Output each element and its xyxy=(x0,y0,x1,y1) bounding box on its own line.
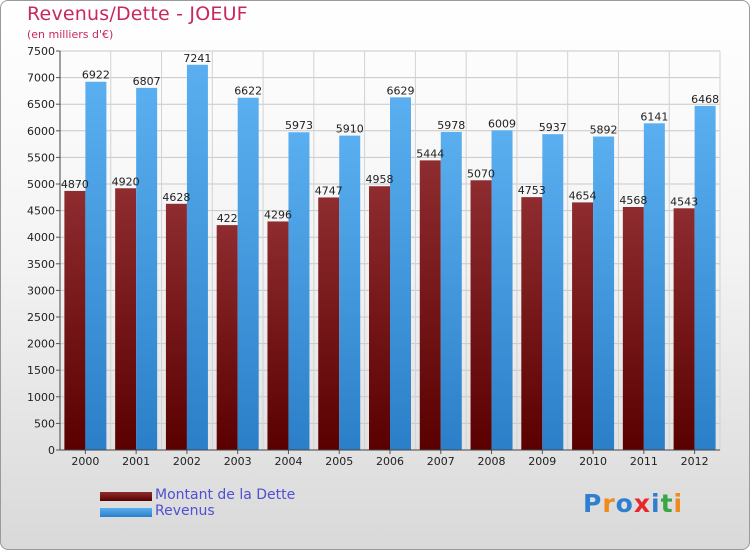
data-label-revenue: 6807 xyxy=(133,75,161,88)
y-tick-label: 0 xyxy=(48,444,55,457)
x-tick-label: 2006 xyxy=(376,455,404,468)
y-tick-label: 5000 xyxy=(27,178,55,191)
bar-debt xyxy=(165,203,187,450)
y-tick-label: 5500 xyxy=(27,151,55,164)
data-label-revenue: 6468 xyxy=(691,93,719,106)
bar-revenue xyxy=(440,131,462,450)
bar-revenue xyxy=(694,105,716,450)
bar-debt xyxy=(318,197,340,450)
bar-revenue xyxy=(643,123,665,450)
bars xyxy=(64,64,716,451)
bar-debt xyxy=(521,197,543,450)
data-label-revenue: 5892 xyxy=(590,124,618,137)
data-label-debt: 4654 xyxy=(569,189,597,202)
y-tick-label: 1500 xyxy=(27,364,55,377)
data-label-debt: 5444 xyxy=(416,147,444,160)
logo-letter: r xyxy=(602,489,616,518)
bar-revenue xyxy=(237,97,259,451)
data-label-revenue: 6922 xyxy=(82,69,110,82)
x-tick-label: 2008 xyxy=(478,455,506,468)
logo-letter: i xyxy=(651,489,661,518)
x-tick-label: 2005 xyxy=(325,455,353,468)
logo-letter: x xyxy=(633,489,651,518)
data-label-revenue: 6009 xyxy=(488,117,516,130)
bar-revenue xyxy=(542,134,564,450)
data-label-revenue: 6622 xyxy=(234,85,262,98)
data-label-debt: 422 xyxy=(217,212,238,225)
bar-debt xyxy=(470,180,492,450)
bar-debt xyxy=(572,202,594,450)
y-tick-label: 2500 xyxy=(27,311,55,324)
y-tick-label: 4000 xyxy=(27,231,55,244)
x-tick-label: 2009 xyxy=(528,455,556,468)
bar-debt xyxy=(216,225,238,450)
x-tick-label: 2012 xyxy=(681,455,709,468)
data-label-revenue: 5910 xyxy=(336,123,364,136)
axes: 0 500 1000 1500 2000 2500 3000 3500 4000 4500 5000… xyxy=(27,45,720,468)
bar-debt xyxy=(622,206,644,450)
data-labels: 4870 6922 4920 6807 4628 7241 422 6622 4296 5973 4… xyxy=(61,52,719,225)
data-label-revenue: 7241 xyxy=(183,52,211,65)
data-label-revenue: 6141 xyxy=(640,110,668,123)
x-tick-label: 2002 xyxy=(173,455,201,468)
x-tick-label: 2007 xyxy=(427,455,455,468)
x-tick-label: 2003 xyxy=(224,455,252,468)
data-label-debt: 4920 xyxy=(112,175,140,188)
y-tick-label: 7500 xyxy=(27,45,55,58)
bar-revenue xyxy=(85,81,107,450)
y-tick-label: 1000 xyxy=(27,391,55,404)
data-label-debt: 4628 xyxy=(162,191,190,204)
bar-revenue xyxy=(136,87,158,450)
y-tick-label: 500 xyxy=(34,417,55,430)
data-label-revenue: 6629 xyxy=(387,84,415,97)
data-label-debt: 4747 xyxy=(315,184,343,197)
legend-label-debt: Montant de la Dette xyxy=(155,487,296,503)
legend-swatch-debt xyxy=(100,492,152,501)
y-tick-label: 3500 xyxy=(27,258,55,271)
data-label-debt: 5070 xyxy=(467,167,495,180)
data-label-debt: 4568 xyxy=(619,194,647,207)
data-label-debt: 4753 xyxy=(518,184,546,197)
x-tick-label: 2010 xyxy=(579,455,607,468)
y-tick-label: 7000 xyxy=(27,72,55,85)
bar-debt xyxy=(115,188,137,451)
chart-subtitle: (en milliers d'€) xyxy=(27,28,114,41)
logo-letter: P xyxy=(583,489,603,518)
y-tick-label: 2000 xyxy=(27,338,55,351)
bar-debt xyxy=(369,186,390,450)
logo-letter: t xyxy=(660,489,674,518)
logo-letter: o xyxy=(615,489,634,518)
bar-revenue xyxy=(339,135,361,450)
data-label-revenue: 5978 xyxy=(437,119,465,132)
bar-revenue xyxy=(491,130,513,450)
bar-debt xyxy=(673,208,695,450)
y-tick-label: 6500 xyxy=(27,98,55,111)
bar-debt xyxy=(419,160,441,450)
bar-revenue xyxy=(288,132,310,451)
bar-debt xyxy=(267,221,289,450)
data-label-debt: 4870 xyxy=(61,178,89,191)
x-tick-label: 2004 xyxy=(274,455,302,468)
bar-revenue xyxy=(593,136,615,450)
data-label-revenue: 5973 xyxy=(285,119,313,132)
bar-debt xyxy=(64,190,86,450)
data-label-debt: 4958 xyxy=(366,173,394,186)
legend-swatch-revenue xyxy=(100,508,152,517)
data-label-debt: 4296 xyxy=(264,208,292,221)
y-tick-label: 4500 xyxy=(27,205,55,218)
x-tick-label: 2011 xyxy=(630,455,658,468)
bar-revenue xyxy=(186,64,208,450)
y-tick-label: 3000 xyxy=(27,284,55,297)
chart-title: Revenus/Dette - JOEUF xyxy=(27,3,248,25)
data-label-debt: 4543 xyxy=(670,195,698,208)
data-label-revenue: 5937 xyxy=(539,121,567,134)
proxiti-logo: Proxiti xyxy=(583,489,683,518)
y-tick-label: 6000 xyxy=(27,125,55,138)
logo-letter: i xyxy=(673,489,684,518)
legend-label-revenue: Revenus xyxy=(155,503,215,519)
x-tick-label: 2000 xyxy=(71,455,99,468)
x-tick-label: 2001 xyxy=(122,455,150,468)
bar-revenue xyxy=(390,97,411,451)
